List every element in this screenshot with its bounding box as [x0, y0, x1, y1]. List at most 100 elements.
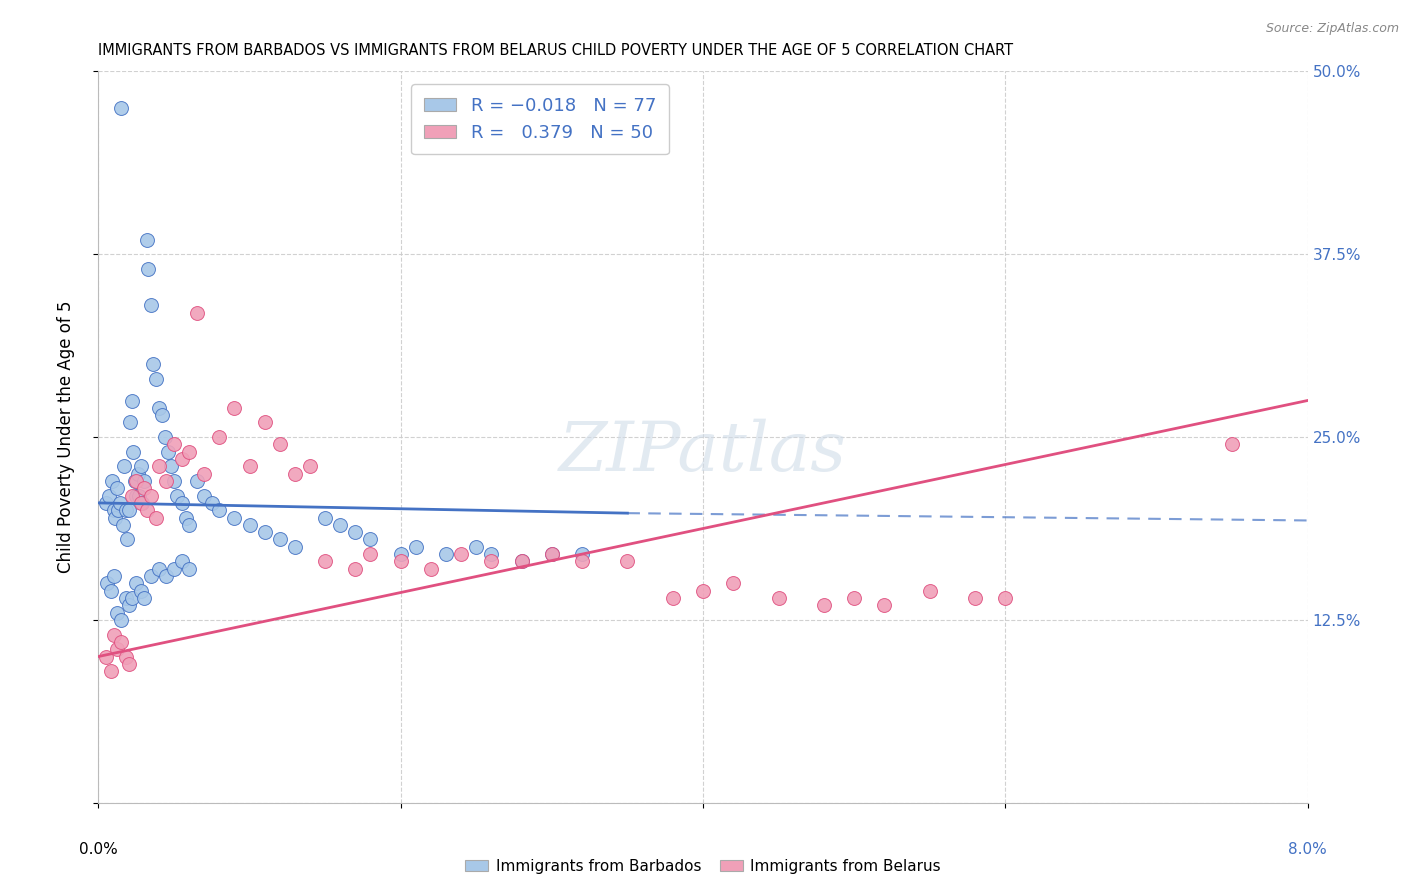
- Text: 0.0%: 0.0%: [79, 842, 118, 856]
- Point: [160, 459, 183, 474]
- Point: [405, 540, 427, 554]
- Y-axis label: Child Poverty Under the Age of 5: Child Poverty Under the Age of 5: [56, 301, 75, 574]
- Point: [329, 517, 352, 532]
- Point: [122, 444, 145, 458]
- Legend: R = −0.018   N = 77, R =   0.379   N = 50: R = −0.018 N = 77, R = 0.379 N = 50: [411, 84, 669, 154]
- Point: [96, 576, 118, 591]
- Point: [224, 401, 246, 415]
- Point: [170, 452, 193, 467]
- Point: [844, 591, 866, 605]
- Point: [148, 562, 170, 576]
- Point: [110, 613, 132, 627]
- Point: [155, 474, 177, 488]
- Point: [125, 489, 148, 503]
- Point: [142, 357, 165, 371]
- Point: [768, 591, 790, 605]
- Point: [540, 547, 562, 561]
- Point: [132, 591, 155, 605]
- Point: [107, 503, 129, 517]
- Point: [723, 576, 745, 591]
- Point: [174, 510, 197, 524]
- Point: [510, 554, 533, 568]
- Point: [344, 562, 367, 576]
- Point: [101, 474, 124, 488]
- Point: [208, 430, 231, 444]
- Point: [105, 606, 128, 620]
- Point: [141, 569, 163, 583]
- Point: [284, 540, 307, 554]
- Point: [389, 547, 412, 561]
- Point: [540, 547, 562, 561]
- Point: [965, 591, 987, 605]
- Point: [100, 664, 122, 678]
- Point: [170, 554, 193, 568]
- Point: [110, 635, 132, 649]
- Point: [201, 496, 224, 510]
- Point: [179, 517, 201, 532]
- Point: [253, 525, 276, 540]
- Legend: Immigrants from Barbados, Immigrants from Belarus: Immigrants from Barbados, Immigrants fro…: [460, 853, 946, 880]
- Point: [163, 474, 186, 488]
- Point: [360, 533, 382, 547]
- Point: [129, 459, 152, 474]
- Point: [813, 599, 835, 613]
- Text: Source: ZipAtlas.com: Source: ZipAtlas.com: [1265, 22, 1399, 36]
- Point: [145, 510, 167, 524]
- Point: [125, 474, 148, 488]
- Point: [103, 627, 125, 641]
- Point: [344, 525, 367, 540]
- Point: [314, 510, 336, 524]
- Point: [121, 489, 143, 503]
- Point: [465, 540, 488, 554]
- Point: [112, 459, 135, 474]
- Point: [481, 547, 503, 561]
- Point: [135, 503, 157, 517]
- Point: [284, 467, 307, 481]
- Point: [186, 474, 208, 488]
- Point: [918, 583, 941, 598]
- Point: [129, 583, 152, 598]
- Point: [186, 306, 208, 320]
- Point: [193, 489, 215, 503]
- Point: [135, 233, 157, 247]
- Point: [193, 467, 215, 481]
- Point: [103, 503, 125, 517]
- Point: [104, 510, 127, 524]
- Point: [420, 562, 443, 576]
- Point: [150, 408, 173, 422]
- Point: [208, 503, 231, 517]
- Point: [994, 591, 1017, 605]
- Point: [118, 657, 141, 671]
- Point: [450, 547, 472, 561]
- Point: [269, 437, 291, 451]
- Point: [127, 467, 149, 481]
- Point: [616, 554, 638, 568]
- Point: [136, 261, 159, 276]
- Point: [125, 576, 148, 591]
- Point: [299, 459, 322, 474]
- Point: [253, 416, 276, 430]
- Point: [121, 393, 143, 408]
- Point: [131, 496, 153, 510]
- Point: [166, 489, 188, 503]
- Point: [873, 599, 896, 613]
- Point: [360, 547, 382, 561]
- Text: IMMIGRANTS FROM BARBADOS VS IMMIGRANTS FROM BELARUS CHILD POVERTY UNDER THE AGE : IMMIGRANTS FROM BARBADOS VS IMMIGRANTS F…: [98, 43, 1014, 58]
- Point: [111, 517, 134, 532]
- Point: [163, 562, 186, 576]
- Point: [114, 649, 136, 664]
- Point: [98, 489, 121, 503]
- Point: [108, 496, 131, 510]
- Point: [110, 101, 132, 115]
- Point: [510, 554, 533, 568]
- Point: [314, 554, 336, 568]
- Point: [105, 642, 128, 657]
- Point: [692, 583, 714, 598]
- Point: [155, 569, 177, 583]
- Point: [124, 474, 146, 488]
- Point: [239, 459, 262, 474]
- Point: [132, 481, 155, 495]
- Point: [114, 503, 136, 517]
- Point: [94, 496, 117, 510]
- Point: [145, 371, 167, 385]
